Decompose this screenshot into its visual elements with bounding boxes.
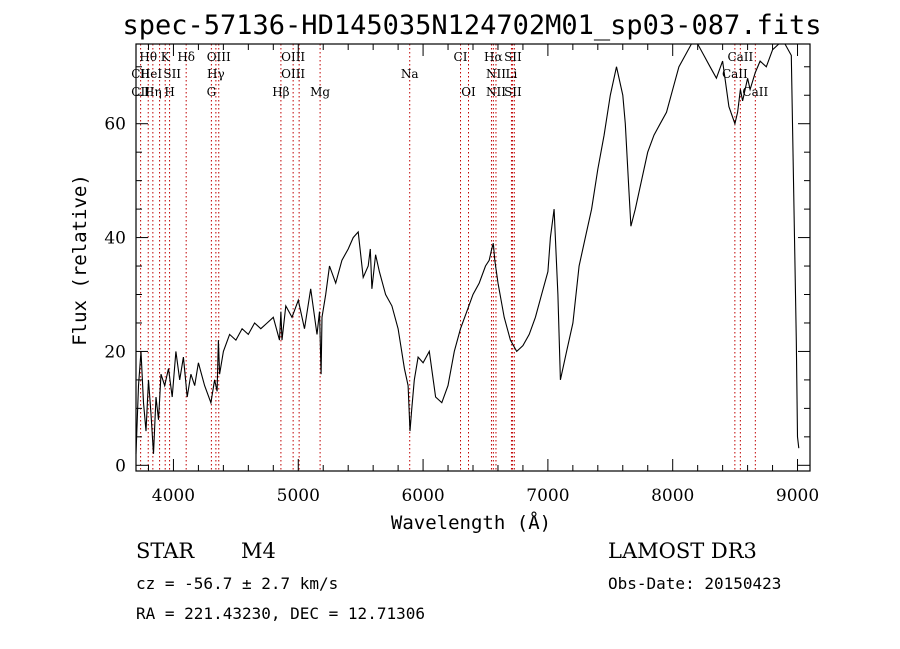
line-label: Mg bbox=[310, 85, 330, 99]
y-tick-label: 0 bbox=[115, 456, 126, 476]
line-label: G bbox=[207, 85, 217, 99]
line-label: Hθ bbox=[139, 50, 157, 64]
survey-name: LAMOST DR3 bbox=[608, 539, 757, 563]
line-label: OIII bbox=[281, 67, 305, 81]
spectrum-line bbox=[135, 43, 800, 454]
plot-frame bbox=[135, 43, 811, 472]
redshift-value: cz = -56.7 ± 2.7 km/s bbox=[136, 574, 339, 593]
line-label: OIII bbox=[207, 50, 231, 64]
x-tick-label: 8000 bbox=[651, 486, 694, 506]
line-label: CaII bbox=[742, 85, 768, 99]
line-label: NII bbox=[486, 67, 506, 81]
line-label: CaII bbox=[727, 50, 753, 64]
x-tick-label: 6000 bbox=[401, 486, 444, 506]
line-label: CaII bbox=[722, 67, 748, 81]
y-tick-label: 40 bbox=[104, 229, 126, 249]
line-label: CI bbox=[454, 50, 468, 64]
line-label: OIII bbox=[281, 50, 305, 64]
y-tick-label: 60 bbox=[104, 115, 126, 135]
line-label: Na bbox=[401, 67, 419, 81]
observation-date: Obs-Date: 20150423 bbox=[608, 574, 782, 593]
line-label: Li bbox=[506, 67, 518, 81]
y-axis-label: Flux (relative) bbox=[69, 174, 91, 346]
line-label: Hη bbox=[144, 85, 162, 99]
line-markers bbox=[140, 44, 756, 471]
y-tick-label: 20 bbox=[104, 342, 126, 362]
line-label: SII bbox=[163, 67, 181, 81]
line-label: SII bbox=[504, 50, 522, 64]
line-label: NII bbox=[486, 85, 506, 99]
x-tick-label: 7000 bbox=[526, 486, 569, 506]
chart-title: spec-57136-HD145035N124702M01_sp03-087.f… bbox=[123, 10, 822, 41]
object-type: STAR bbox=[136, 539, 195, 563]
x-tick-label: 4000 bbox=[152, 486, 195, 506]
line-label: Hβ bbox=[272, 85, 289, 99]
line-label: HeI bbox=[140, 67, 163, 81]
spectral-subclass: M4 bbox=[241, 539, 276, 563]
x-tick-label: 5000 bbox=[277, 486, 320, 506]
line-label: SII bbox=[504, 85, 522, 99]
x-tick-label: 9000 bbox=[776, 486, 819, 506]
line-label: Hδ bbox=[177, 50, 195, 64]
x-axis-label: Wavelength (Å) bbox=[391, 511, 551, 534]
line-label: OI bbox=[461, 85, 476, 99]
line-label: K bbox=[161, 50, 171, 64]
coordinates: RA = 221.43230, DEC = 12.71306 bbox=[136, 604, 425, 623]
line-label: Hα bbox=[484, 50, 503, 64]
line-label: Hγ bbox=[207, 67, 225, 81]
axis-ticks: 4000 5000 6000 7000 8000 9000 0 20 40 60 bbox=[104, 44, 819, 506]
line-label: H bbox=[164, 85, 174, 99]
